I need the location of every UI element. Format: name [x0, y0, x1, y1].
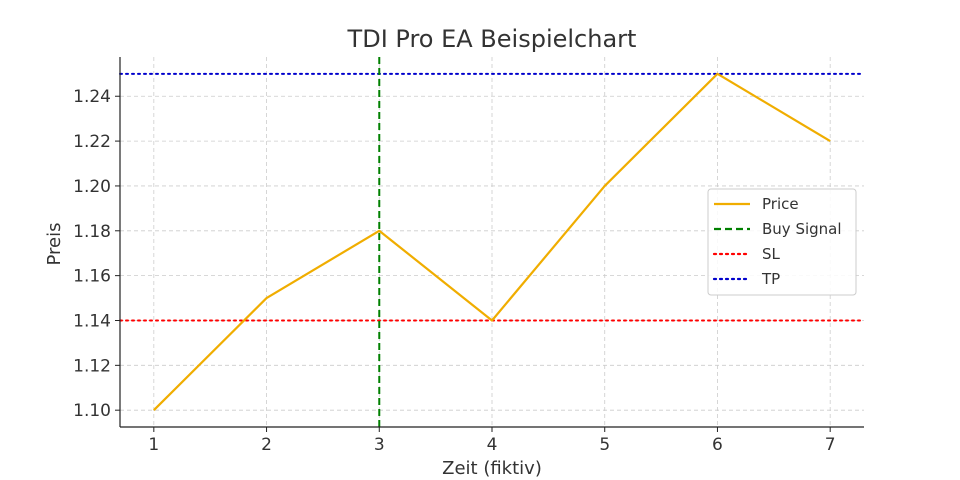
y-tick-label: 1.16 [73, 267, 111, 287]
ticks-layer: 1 2 3 4 5 6 7 1.10 1.12 1.14 1.16 1.18 1.20 1.22 1.24 [73, 87, 835, 455]
x-tick-label: 6 [712, 435, 723, 455]
y-tick-label: 1.18 [73, 222, 111, 242]
series-layer [153, 72, 831, 411]
x-tick-label: 4 [487, 435, 498, 455]
price-series-line [153, 72, 831, 411]
x-tick-label: 1 [148, 435, 159, 455]
y-axis-label: Preis [44, 223, 65, 266]
y-tick-label: 1.20 [73, 177, 111, 197]
legend-label-buy-signal: Buy Signal [762, 220, 842, 238]
y-tick-label: 1.10 [73, 401, 111, 421]
legend-label-tp: TP [761, 270, 780, 288]
x-axis-label: Zeit (fiktiv) [442, 458, 542, 479]
y-tick-label: 1.14 [73, 311, 111, 331]
x-tick-label: 3 [374, 435, 385, 455]
legend-label-price: Price [762, 195, 799, 213]
x-tick-label: 2 [261, 435, 272, 455]
legend-label-sl: SL [762, 245, 781, 263]
y-tick-label: 1.24 [73, 87, 111, 107]
x-tick-label: 7 [825, 435, 836, 455]
legend: Price Buy Signal SL TP [707, 188, 857, 296]
y-tick-label: 1.22 [73, 132, 111, 152]
chart-title: TDI Pro EA Beispielchart [347, 25, 637, 53]
legend-box [707, 188, 857, 296]
x-tick-label: 5 [599, 435, 610, 455]
y-tick-label: 1.12 [73, 356, 111, 376]
